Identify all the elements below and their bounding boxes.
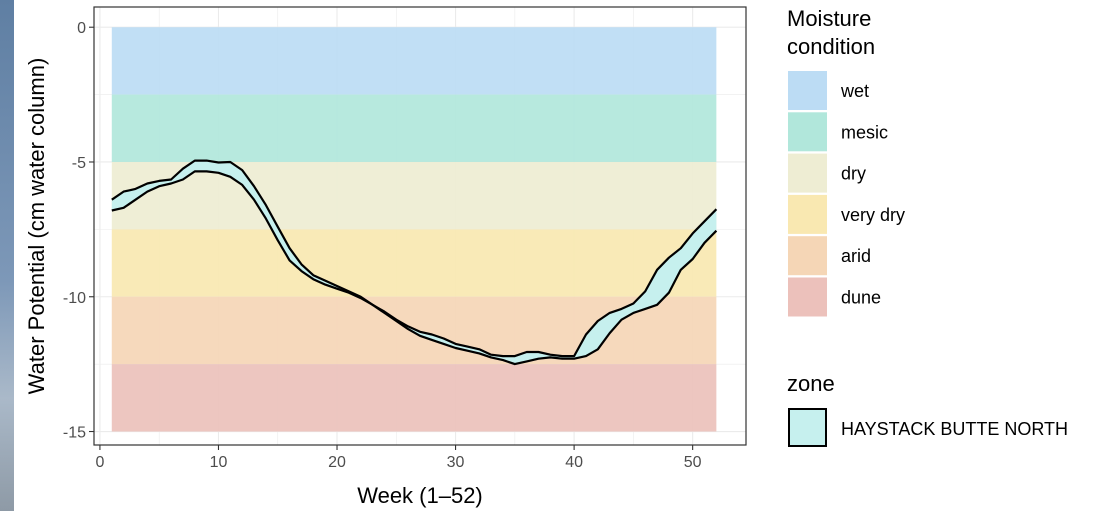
y-axis: 0 -5 -10 -15 [63, 20, 94, 442]
band-dune [111, 364, 717, 432]
legend-label-very-dry: very dry [841, 205, 905, 225]
moisture-legend-title-line-1: Moisture [787, 6, 871, 31]
legend-swatch-dune [788, 277, 827, 317]
legend-swatch-very-dry [788, 194, 827, 234]
band-dry [111, 161, 717, 230]
zone-legend-label: HAYSTACK BUTTE NORTH [841, 419, 1068, 439]
zone-legend-swatch [788, 408, 827, 447]
legend-swatch-arid [788, 236, 827, 276]
moisture-legend: Moisture condition wet mesic dry very dry ar… [787, 6, 905, 317]
x-axis-title: Week (1–52) [357, 483, 483, 508]
legend-swatch-wet [788, 71, 827, 110]
band-very-dry [111, 229, 717, 297]
y-tick-label: -10 [63, 290, 86, 307]
zone-legend: zone HAYSTACK BUTTE NORTH [787, 371, 1068, 447]
x-tick-label: 10 [210, 454, 228, 471]
series-lower-line [111, 170, 718, 366]
zone-legend-title: zone [787, 371, 835, 396]
y-tick-label: 0 [77, 20, 86, 37]
x-tick-label: 0 [95, 454, 104, 471]
x-tick-label: 30 [447, 454, 465, 471]
legend-swatch-mesic [788, 112, 827, 152]
moisture-bands [111, 27, 717, 432]
band-wet [111, 27, 717, 95]
legend-label-dry: dry [841, 164, 866, 184]
legend-label-wet: wet [840, 81, 869, 101]
left-edge-background [0, 0, 14, 511]
y-tick-label: -5 [72, 155, 86, 172]
legend-label-dune: dune [841, 288, 881, 308]
y-tick-label: -15 [63, 425, 86, 442]
legend-swatch-dry [788, 153, 827, 193]
legend-label-arid: arid [841, 246, 871, 266]
x-tick-label: 50 [684, 454, 702, 471]
series-layer [111, 159, 718, 366]
moisture-legend-title-line-2: condition [787, 34, 875, 59]
x-tick-label: 20 [328, 454, 346, 471]
moisture-legend-title: Moisture condition [787, 6, 877, 59]
band-mesic [111, 94, 717, 162]
series-upper-line [111, 159, 718, 358]
legend-label-mesic: mesic [841, 122, 888, 142]
series-ribbon [111, 160, 717, 365]
plot-border [93, 6, 747, 446]
x-tick-label: 40 [565, 454, 583, 471]
y-axis-title: Water Potential (cm water column) [24, 58, 49, 395]
x-axis: 0 10 20 30 40 50 [95, 445, 702, 471]
